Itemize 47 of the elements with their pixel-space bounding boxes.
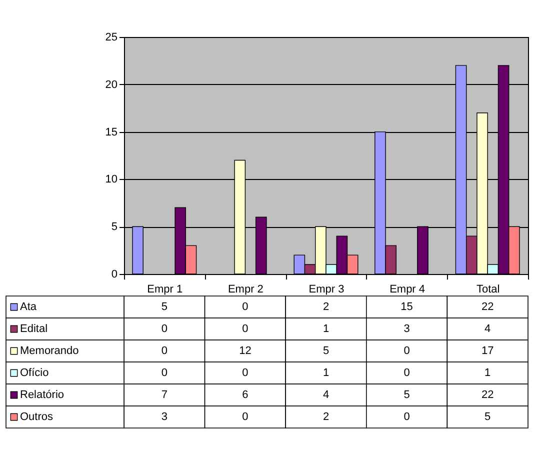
data-label: 4 bbox=[322, 389, 330, 401]
data-label: 17 bbox=[481, 345, 494, 357]
data-label: 0 bbox=[161, 323, 168, 335]
data-label: 12 bbox=[239, 345, 252, 357]
x-tick-label: Empr 1 bbox=[147, 284, 183, 296]
x-tick-label: Empr 2 bbox=[228, 284, 264, 296]
data-label: 0 bbox=[242, 323, 248, 335]
data-label: 0 bbox=[242, 411, 248, 423]
data-label: 0 bbox=[161, 345, 168, 357]
data-label: 2 bbox=[322, 411, 330, 423]
x-tick-label: Total bbox=[476, 284, 500, 296]
data-label: 22 bbox=[481, 301, 494, 313]
data-label: 15 bbox=[400, 301, 413, 313]
data-label: 5 bbox=[484, 411, 491, 423]
data-label: 0 bbox=[404, 367, 410, 379]
y-tick-label: 5 bbox=[111, 221, 118, 234]
data-label: 3 bbox=[161, 411, 168, 423]
data-label: 1 bbox=[322, 367, 330, 379]
data-label: 1 bbox=[322, 323, 330, 335]
data-label: 0 bbox=[242, 367, 248, 379]
legend-label: Relatório bbox=[20, 389, 64, 401]
y-tick-label: 0 bbox=[111, 268, 118, 280]
data-label: 0 bbox=[161, 367, 168, 379]
data-label: 5 bbox=[322, 345, 330, 357]
legend-label: Edital bbox=[20, 323, 48, 335]
data-label: 7 bbox=[161, 389, 168, 401]
y-tick-label: 10 bbox=[105, 174, 118, 186]
legend-label: Ata bbox=[20, 301, 38, 313]
data-label: 4 bbox=[484, 323, 491, 335]
data-label: 5 bbox=[161, 301, 168, 313]
data-label: 5 bbox=[404, 389, 410, 401]
y-tick-label: 15 bbox=[105, 126, 118, 138]
data-label: 6 bbox=[242, 389, 248, 401]
y-tick-label: 25 bbox=[105, 32, 118, 44]
legend-label: Outros bbox=[20, 411, 54, 423]
y-tick-label: 20 bbox=[105, 78, 118, 91]
data-label: 22 bbox=[481, 389, 494, 401]
data-label: 3 bbox=[404, 323, 410, 335]
data-label: 0 bbox=[242, 301, 248, 313]
legend-label: Memorando bbox=[20, 345, 79, 357]
legend-label: Ofício bbox=[20, 367, 49, 379]
data-label: 0 bbox=[404, 411, 410, 423]
data-label: 1 bbox=[484, 367, 491, 379]
x-tick-label: Empr 3 bbox=[308, 284, 344, 296]
x-tick-label: Empr 4 bbox=[390, 284, 426, 296]
data-label: 2 bbox=[322, 301, 330, 313]
data-label: 0 bbox=[404, 345, 410, 357]
